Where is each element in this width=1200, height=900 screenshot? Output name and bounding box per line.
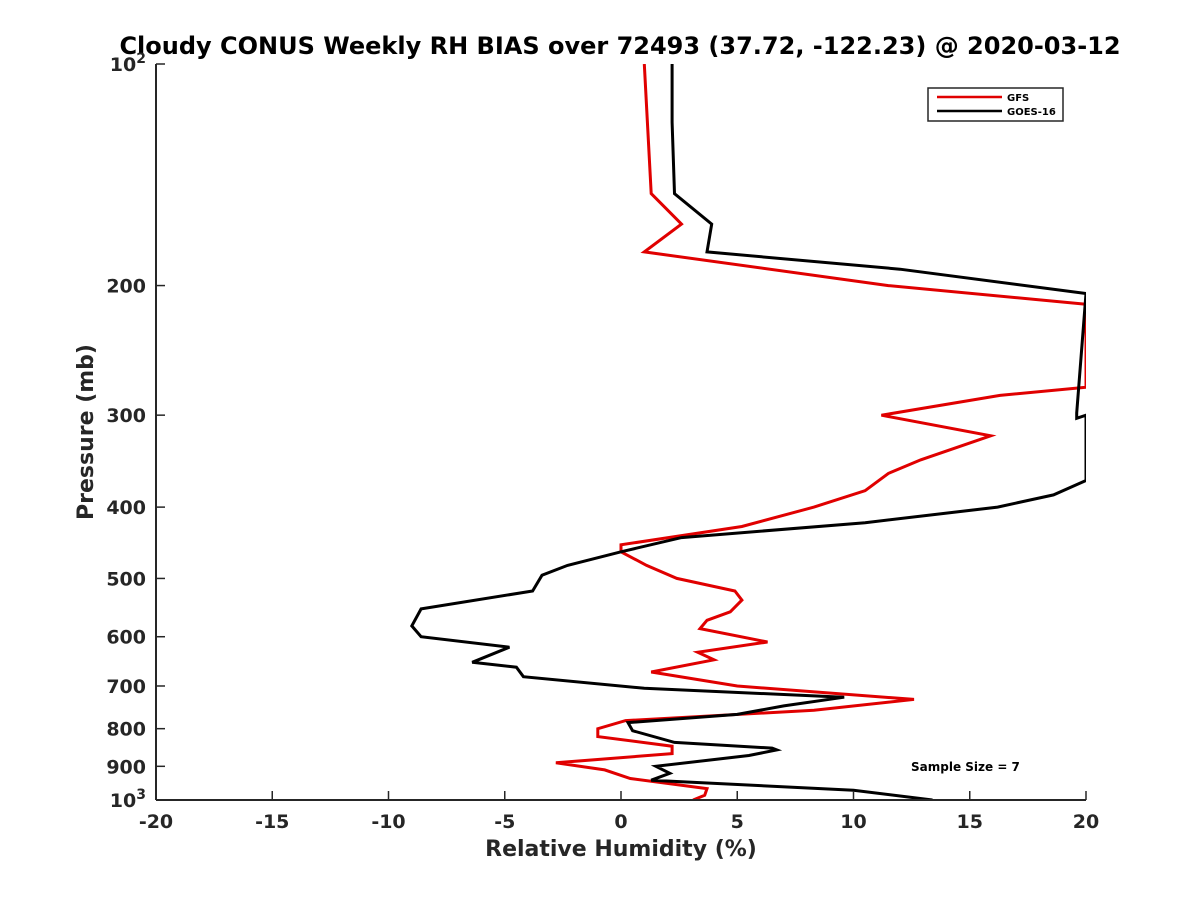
x-ticks: -20 -15 -10 -5 0 5 10 15 20 [139, 791, 1099, 833]
y-tick-label: 500 [106, 568, 146, 590]
legend-box [927, 87, 1064, 122]
y-tick-label: 900 [106, 756, 146, 778]
y-tick-label: 102 [110, 51, 146, 76]
legend-label-goes16: GOES-16 [1007, 107, 1056, 118]
y-tick-label: 300 [106, 405, 146, 427]
x-tick-label: 20 [1073, 811, 1099, 833]
y-tick-label: 700 [106, 676, 146, 698]
plot-area: -20 -15 -10 -5 0 5 10 15 20 102 200 300 400 500 600 70… [106, 51, 1099, 833]
x-tick-label: -5 [494, 811, 515, 833]
x-axis-label: Relative Humidity (%) [485, 837, 757, 862]
series-layer [409, 64, 1086, 800]
y-axis-label: Pressure (mb) [74, 344, 99, 520]
y-tick-label: 103 [110, 787, 146, 812]
y-tick-label: 600 [106, 627, 146, 649]
series-line-gfs [555, 64, 1086, 800]
x-tick-label: -10 [371, 811, 405, 833]
x-tick-label: 15 [957, 811, 983, 833]
chart-title: Cloudy CONUS Weekly RH BIAS over 72493 (… [119, 32, 1120, 60]
x-tick-label: -20 [139, 811, 173, 833]
x-tick-label: 0 [614, 811, 627, 833]
x-tick-label: 5 [731, 811, 744, 833]
x-tick-label: 10 [840, 811, 866, 833]
y-ticks: 102 200 300 400 500 600 700 800 900 103 [106, 51, 165, 812]
y-tick-label: 200 [106, 276, 146, 298]
sample-size-annotation: Sample Size = 7 [911, 760, 1020, 774]
y-tick-label: 400 [106, 497, 146, 519]
series-line-goes16 [409, 64, 1086, 800]
x-tick-label: -15 [255, 811, 289, 833]
legend: GFS GOES-16 [927, 87, 1064, 122]
legend-label-gfs: GFS [1007, 93, 1029, 104]
y-tick-label: 800 [106, 719, 146, 741]
